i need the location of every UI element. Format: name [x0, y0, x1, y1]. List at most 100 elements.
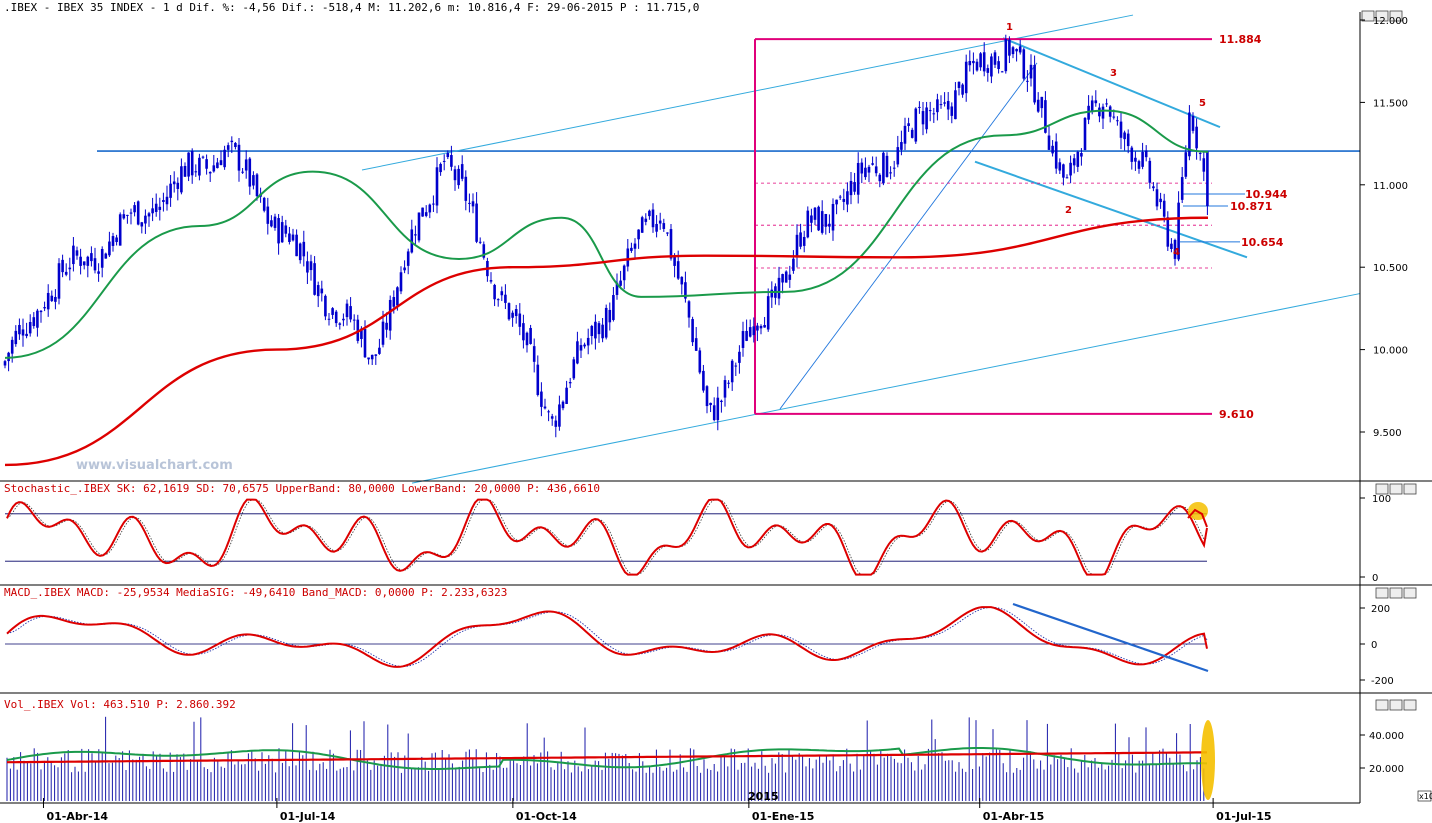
moving-average-slow [4, 216, 1208, 467]
price-candle [918, 101, 921, 114]
macd-minimize-button[interactable] [1375, 587, 1389, 599]
x-axis: 01-Abr-14 01-Jul-14 01-Oct-14 01-Ene-15 01-A… [0, 790, 1432, 823]
volume-tick-label: 20.000 [1369, 764, 1404, 775]
macd-maximize-button[interactable] [1389, 587, 1403, 599]
volume-close-button[interactable] [1403, 699, 1417, 711]
price-candle [370, 354, 374, 365]
price-candle [1206, 151, 1209, 216]
price-overlays [97, 14, 1361, 484]
price-candle [1123, 130, 1126, 151]
stochastic-minimize-button[interactable] [1375, 483, 1389, 495]
price-candle [874, 156, 878, 177]
price-candle [1162, 193, 1166, 223]
price-candle [907, 117, 910, 132]
price-candle [727, 380, 730, 389]
price-candle [666, 232, 669, 237]
level-label-10654: 10.654 [1241, 236, 1284, 249]
price-candle [172, 171, 176, 193]
price-candle [586, 328, 590, 355]
price-candle [1144, 145, 1148, 162]
macd-tick-label: 0 [1371, 640, 1377, 651]
price-candle [568, 377, 572, 388]
price-candle [619, 270, 622, 290]
price-candle [54, 289, 57, 310]
volume-highlight-marker [1201, 720, 1215, 800]
price-candle [194, 164, 198, 177]
price-candle [1054, 133, 1058, 174]
price-candle [720, 399, 723, 413]
price-candle [1137, 159, 1141, 174]
price-candle [90, 246, 93, 267]
price-candle [662, 218, 666, 232]
price-candle [1072, 153, 1076, 174]
price-candle [450, 145, 453, 171]
price-candle [802, 230, 806, 253]
macd-signal-line [6, 606, 1208, 667]
price-candle [244, 150, 248, 179]
price-candle [97, 263, 100, 282]
price-candle [64, 263, 68, 277]
price-candle [111, 232, 115, 252]
price-candle [730, 359, 734, 391]
price-candle [640, 215, 644, 233]
price-candle [129, 208, 133, 225]
close-button[interactable] [1389, 10, 1403, 22]
price-candle [50, 290, 54, 303]
price-candle [165, 185, 169, 211]
macd-close-button[interactable] [1403, 587, 1417, 599]
maximize-button[interactable] [1375, 10, 1389, 22]
price-candle [288, 226, 291, 245]
price-candle [424, 205, 428, 218]
price-candle [946, 92, 950, 121]
price-candle [633, 238, 637, 260]
price-candle [226, 142, 230, 158]
price-candle [928, 101, 932, 122]
price-candle [230, 136, 234, 154]
price-candle [68, 257, 72, 281]
stochastic-close-button[interactable] [1403, 483, 1417, 495]
price-candle [180, 158, 183, 195]
stochastic-panel: Stochastic_.IBEX SK: 62,1619 SD: 70,6575… [0, 480, 1432, 576]
price-candle [504, 284, 507, 310]
price-candle [1155, 182, 1159, 211]
price-candle [338, 322, 342, 330]
macd-window-controls [1375, 587, 1417, 599]
minimize-button[interactable] [1361, 10, 1375, 22]
price-candle [684, 271, 687, 303]
price-candle [1004, 34, 1008, 74]
price-candle [601, 317, 604, 343]
price-candle [1069, 155, 1072, 184]
price-candle [972, 52, 975, 75]
stochastic-maximize-button[interactable] [1389, 483, 1403, 495]
price-candle [417, 212, 421, 243]
price-candle [1062, 163, 1065, 186]
price-candle [493, 283, 496, 307]
price-candle [853, 172, 856, 195]
price-candle [536, 355, 540, 397]
volume-maximize-button[interactable] [1389, 699, 1403, 711]
wave-label-3: 3 [1110, 68, 1117, 79]
price-candle [122, 209, 126, 220]
price-candle [270, 215, 273, 228]
price-candle [968, 50, 972, 72]
price-candle [1130, 145, 1134, 170]
volume-minimize-button[interactable] [1375, 699, 1389, 711]
price-candle [658, 212, 662, 230]
price-candle [1141, 142, 1144, 170]
macd-header: MACD_.IBEX MACD: -25,9534 MediaSIG: -49,… [4, 586, 507, 599]
price-candle [1202, 152, 1206, 182]
price-candle [108, 231, 111, 257]
stochastic-lines [5, 498, 1208, 576]
price-candle [234, 141, 237, 150]
price-candle [190, 148, 194, 184]
price-candle [738, 345, 741, 374]
price-candle [867, 164, 871, 183]
price-candle [212, 154, 216, 173]
price-candle [205, 154, 208, 175]
x-axis-label: 01-Ene-15 [752, 810, 815, 823]
price-candle [604, 304, 608, 340]
price-candle [1098, 103, 1101, 123]
price-candle [1026, 70, 1029, 92]
price-candle [871, 156, 874, 166]
